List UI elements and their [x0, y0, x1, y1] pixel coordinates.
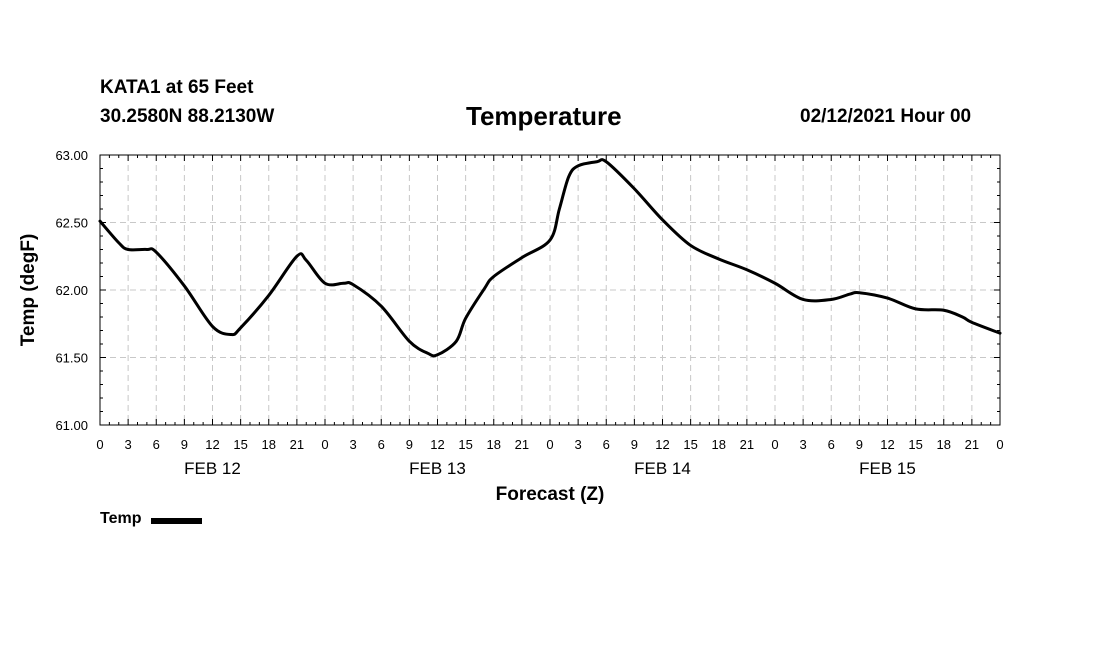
x-tick-label: 15: [458, 437, 472, 452]
x-tick-label: 0: [996, 437, 1003, 452]
y-axis-label: Temp (degF): [18, 234, 39, 347]
series-line-temp: [98, 158, 1002, 358]
x-tick-label: 18: [262, 437, 276, 452]
station-coordinates: 30.2580N 88.2130W: [100, 106, 275, 127]
y-tick-label: 61.50: [55, 351, 88, 366]
x-tick-label: 3: [575, 437, 582, 452]
x-tick-label: 6: [828, 437, 835, 452]
x-tick-label: 21: [965, 437, 979, 452]
x-tick-label: 21: [740, 437, 754, 452]
x-tick-label: 15: [908, 437, 922, 452]
day-label: FEB 15: [859, 459, 916, 478]
legend-swatch: [151, 517, 203, 524]
x-axis-label: Forecast (Z): [496, 484, 605, 505]
legend-label: Temp: [100, 510, 142, 527]
day-label: FEB 13: [409, 459, 466, 478]
chart-title: Temperature: [466, 101, 622, 131]
day-label: FEB 14: [634, 459, 691, 478]
x-tick-label: 15: [233, 437, 247, 452]
x-tick-label: 18: [937, 437, 951, 452]
x-tick-label: 12: [430, 437, 444, 452]
y-tick-label: 62.50: [55, 216, 88, 231]
day-label: FEB 12: [184, 459, 241, 478]
x-tick-label: 21: [515, 437, 529, 452]
x-tick-label: 6: [378, 437, 385, 452]
y-tick-label: 61.00: [55, 418, 88, 433]
station-label: KATA1 at 65 Feet: [100, 77, 254, 98]
x-tick-label: 18: [712, 437, 726, 452]
x-tick-label: 0: [96, 437, 103, 452]
x-tick-label: 9: [856, 437, 863, 452]
x-tick-label: 21: [290, 437, 304, 452]
y-tick-label: 63.00: [55, 148, 88, 163]
x-tick-label: 18: [487, 437, 501, 452]
y-tick-label: 62.00: [55, 283, 88, 298]
legend: Temp: [100, 510, 203, 528]
x-tick-label: 6: [603, 437, 610, 452]
x-tick-label: 9: [406, 437, 413, 452]
x-tick-label: 15: [683, 437, 697, 452]
x-tick-label: 0: [771, 437, 778, 452]
x-tick-label: 0: [321, 437, 328, 452]
x-tick-label: 3: [350, 437, 357, 452]
x-tick-label: 9: [181, 437, 188, 452]
x-tick-label: 3: [125, 437, 132, 452]
x-tick-label: 12: [655, 437, 669, 452]
x-tick-label: 6: [153, 437, 160, 452]
x-tick-label: 0: [546, 437, 553, 452]
x-tick-label: 9: [631, 437, 638, 452]
x-tick-label: 3: [800, 437, 807, 452]
x-tick-label: 12: [880, 437, 894, 452]
x-tick-label: 12: [205, 437, 219, 452]
issue-time: 02/12/2021 Hour 00: [800, 106, 972, 127]
